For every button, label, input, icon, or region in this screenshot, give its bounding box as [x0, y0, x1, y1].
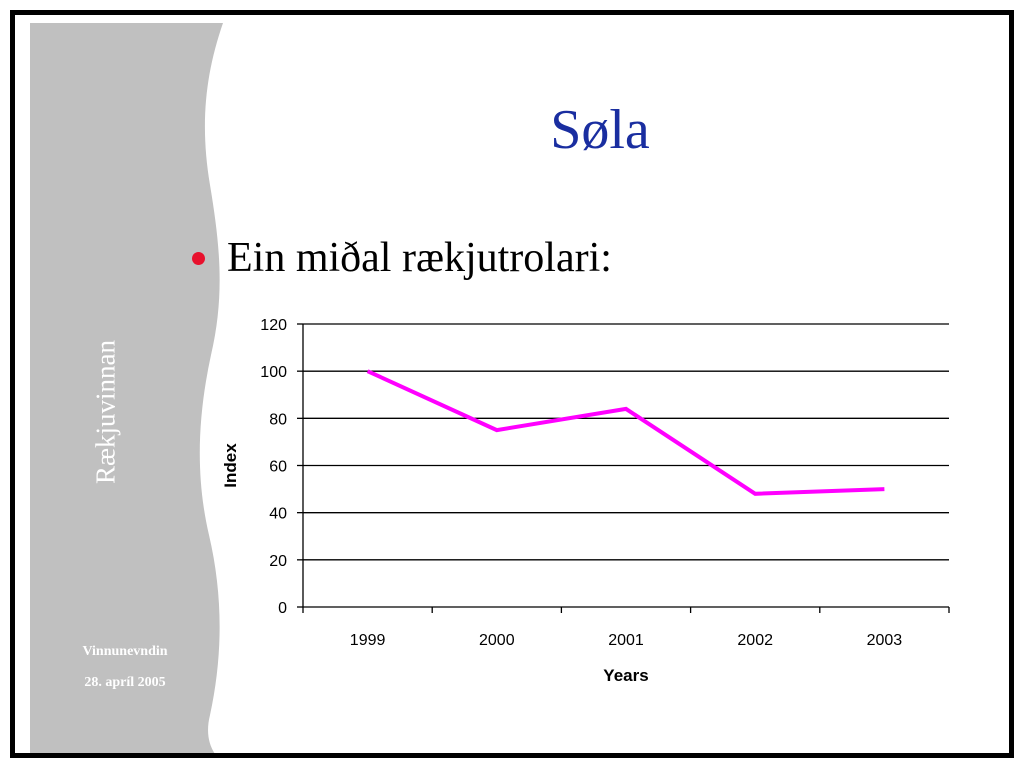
- y-tick-label: 100: [260, 364, 287, 381]
- y-tick-label: 40: [269, 506, 287, 523]
- y-tick-label: 20: [269, 553, 287, 570]
- bullet-item: Ein miðal rækjutrolari:: [192, 234, 612, 282]
- x-axis-label: Years: [603, 666, 648, 685]
- y-axis-label: Index: [221, 443, 240, 488]
- slide-frame: [10, 10, 1014, 758]
- sidebar-date: 28. apríl 2005: [84, 675, 166, 690]
- y-tick-label: 120: [260, 317, 287, 334]
- x-tick-label: 2003: [867, 632, 903, 649]
- y-tick-label: 60: [269, 459, 287, 476]
- chart-gridlines: [303, 323, 949, 561]
- y-tick-label: 80: [269, 411, 287, 428]
- x-tick-label: 2000: [479, 632, 515, 649]
- bullet-text: Ein miðal rækjutrolari:: [227, 235, 612, 281]
- x-tick-label: 2001: [608, 632, 644, 649]
- series-line: [366, 369, 885, 496]
- slide-title: Søla: [550, 99, 650, 161]
- x-tick-label: 1999: [350, 632, 386, 649]
- x-tick-label: 2002: [737, 632, 773, 649]
- chart-tick-labels: 0 20 40 60 80 100 120 1999 2000 2001 2002 2003: [260, 317, 902, 649]
- sidebar-wave: [30, 23, 223, 753]
- chart-series: [366, 369, 885, 496]
- y-tick-label: 0: [278, 600, 287, 617]
- chart-axes: [297, 323, 950, 613]
- bullet-dot-icon: [192, 251, 205, 265]
- sidebar-org: Vinnunevndin: [82, 644, 168, 659]
